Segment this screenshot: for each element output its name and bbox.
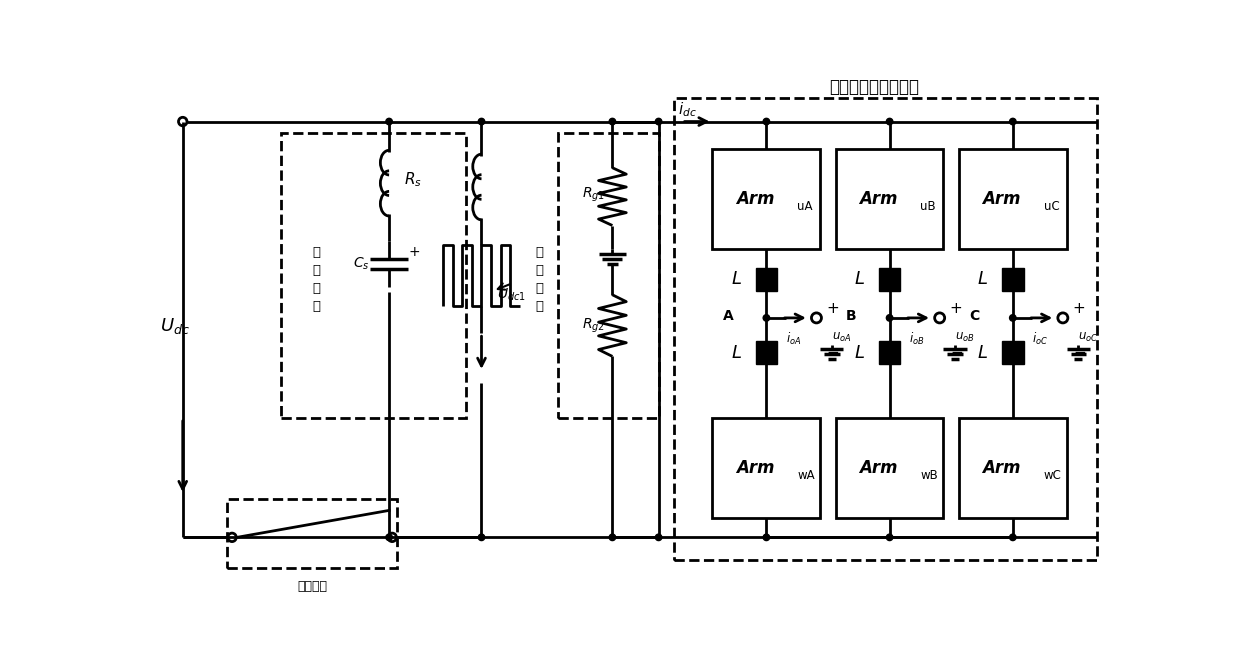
Text: $R_{g1}$: $R_{g1}$ [582, 185, 605, 204]
Text: $i_{oC}$: $i_{oC}$ [1032, 331, 1048, 347]
Circle shape [1009, 118, 1016, 125]
Text: A: A [723, 309, 733, 323]
Circle shape [1009, 315, 1016, 321]
Circle shape [386, 534, 392, 541]
Text: $R_{g2}$: $R_{g2}$ [582, 316, 605, 335]
Text: +: + [950, 301, 962, 316]
Circle shape [609, 534, 615, 541]
Text: +: + [826, 301, 839, 316]
Text: +: + [1073, 301, 1085, 316]
Text: $L$: $L$ [977, 344, 988, 362]
Circle shape [763, 315, 770, 321]
Text: Arm: Arm [982, 459, 1021, 477]
Text: wB: wB [920, 469, 939, 482]
Text: 接
地
电
路: 接 地 电 路 [536, 246, 543, 313]
Text: Arm: Arm [859, 459, 898, 477]
Text: uC: uC [1044, 200, 1059, 213]
Circle shape [763, 534, 770, 541]
Text: $L$: $L$ [977, 271, 988, 288]
Text: Arm: Arm [982, 189, 1021, 207]
Text: $L$: $L$ [854, 344, 866, 362]
Bar [836, 148, 944, 249]
Text: $U_{dc}$: $U_{dc}$ [160, 315, 191, 335]
Circle shape [656, 534, 662, 541]
Circle shape [479, 118, 485, 125]
Circle shape [609, 118, 615, 125]
Circle shape [887, 315, 893, 321]
Text: uA: uA [797, 200, 812, 213]
Text: $i_{dc}$: $i_{dc}$ [678, 100, 697, 119]
Text: $L$: $L$ [730, 271, 742, 288]
Bar [713, 148, 821, 249]
Text: 缓
冲
电
路: 缓 冲 电 路 [312, 246, 320, 313]
Bar [836, 418, 944, 518]
Circle shape [887, 534, 893, 541]
Bar [281, 133, 466, 418]
Circle shape [887, 118, 893, 125]
Bar [959, 418, 1066, 518]
Text: uB: uB [920, 200, 936, 213]
Text: wA: wA [797, 469, 815, 482]
Text: $L$: $L$ [730, 344, 742, 362]
Bar [879, 268, 900, 291]
Text: $i_{oB}$: $i_{oB}$ [909, 331, 924, 347]
Text: B: B [846, 309, 857, 323]
Text: $-$: $-$ [1073, 343, 1086, 358]
Circle shape [656, 118, 662, 125]
Text: +: + [408, 246, 420, 259]
Circle shape [1009, 534, 1016, 541]
Text: $U_{dc1}$: $U_{dc1}$ [497, 286, 526, 303]
Text: Arm: Arm [859, 189, 898, 207]
Text: 模块化多电平换流器: 模块化多电平换流器 [830, 78, 919, 96]
Text: $u_{oB}$: $u_{oB}$ [955, 331, 975, 344]
Bar [713, 418, 821, 518]
Bar [558, 133, 658, 418]
Bar [755, 341, 777, 364]
Bar [959, 148, 1066, 249]
Text: $i_{oA}$: $i_{oA}$ [786, 331, 801, 347]
Text: $-$: $-$ [826, 343, 839, 358]
Text: Arm: Arm [735, 189, 774, 207]
Text: $L$: $L$ [854, 271, 866, 288]
Text: $-$: $-$ [950, 343, 962, 358]
Bar [675, 98, 1097, 560]
Bar [755, 268, 777, 291]
Text: 串联开关: 串联开关 [298, 579, 327, 593]
Text: $R_s$: $R_s$ [404, 170, 423, 189]
Bar [879, 341, 900, 364]
Bar [1002, 341, 1023, 364]
Text: $C_s$: $C_s$ [353, 256, 370, 272]
Text: C: C [970, 309, 980, 323]
Text: wC: wC [1044, 469, 1061, 482]
Circle shape [386, 118, 392, 125]
Text: Arm: Arm [735, 459, 774, 477]
Bar [1002, 268, 1023, 291]
Text: $u_{oC}$: $u_{oC}$ [1079, 331, 1099, 344]
Bar [227, 499, 397, 568]
Circle shape [763, 118, 770, 125]
Text: $u_{oA}$: $u_{oA}$ [832, 331, 852, 344]
Circle shape [479, 534, 485, 541]
